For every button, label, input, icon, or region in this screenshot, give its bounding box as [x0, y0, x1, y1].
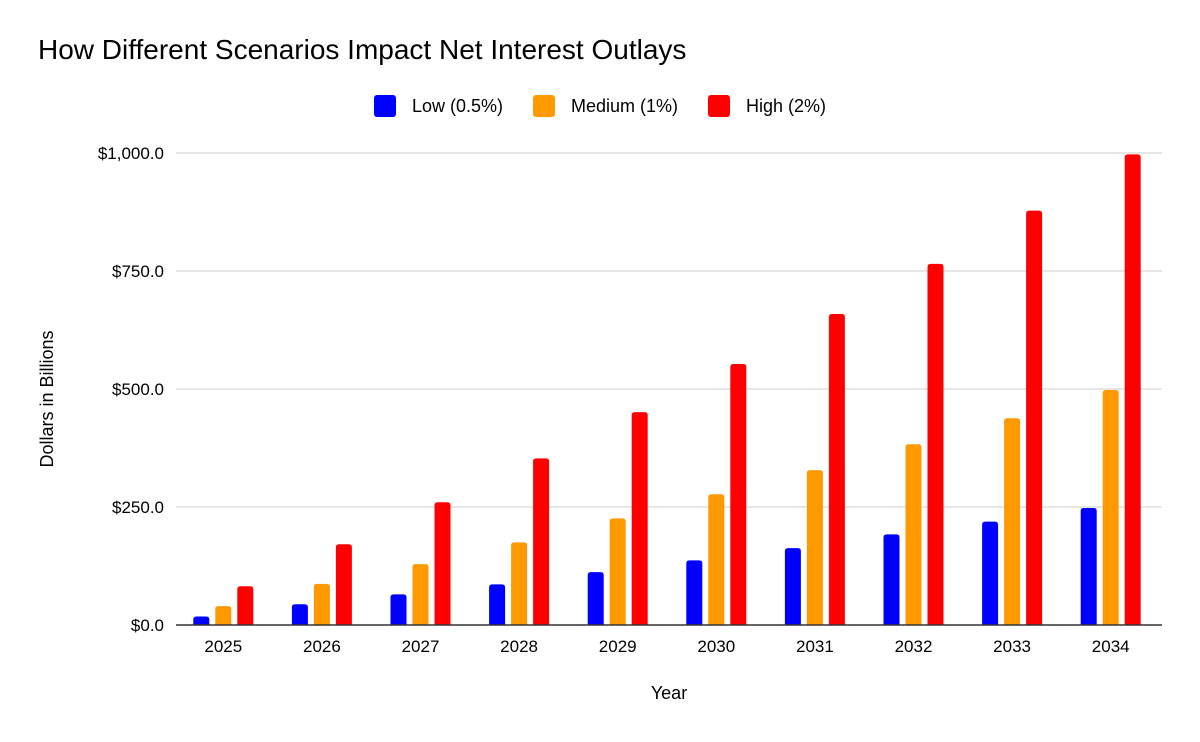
x-tick-label: 2026: [303, 637, 341, 656]
bar-low-2033[interactable]: [982, 521, 999, 625]
x-tick-label: 2032: [895, 637, 933, 656]
bar-low-2025[interactable]: [193, 616, 210, 625]
x-tick-label: 2027: [402, 637, 440, 656]
bar-high-2032[interactable]: [927, 263, 944, 625]
bar-medium-2027[interactable]: [412, 564, 429, 625]
y-tick-label: $1,000.0: [98, 144, 164, 163]
legend-label-low: Low (0.5%): [411, 95, 503, 116]
bar-high-2031[interactable]: [828, 313, 845, 625]
legend-item-high[interactable]: High (2%): [708, 95, 826, 117]
legend-item-medium[interactable]: Medium (1%): [532, 95, 679, 117]
bar-medium-2025[interactable]: [215, 606, 232, 625]
x-tick-label: 2029: [599, 637, 637, 656]
bar-high-2028[interactable]: [533, 458, 550, 625]
bar-high-2025[interactable]: [237, 586, 254, 625]
legend-swatch-high: [708, 95, 731, 117]
y-tick-label: $500.0: [112, 380, 164, 399]
bar-medium-2032[interactable]: [905, 444, 922, 625]
bar-high-2026[interactable]: [335, 544, 352, 625]
legend-label-medium: Medium (1%): [570, 95, 679, 116]
y-tick-label: $750.0: [112, 262, 164, 281]
bar-medium-2034[interactable]: [1102, 389, 1119, 625]
bar-high-2027[interactable]: [434, 502, 451, 625]
x-tick-label: 2033: [993, 637, 1031, 656]
bar-low-2030[interactable]: [686, 560, 703, 625]
bar-high-2029[interactable]: [631, 412, 648, 625]
gridlines: [176, 152, 1162, 508]
x-tick-label: 2025: [204, 637, 242, 656]
x-tick-label: 2031: [796, 637, 834, 656]
x-tick-label: 2028: [500, 637, 538, 656]
x-tick-label: 2034: [1092, 637, 1130, 656]
bars: [193, 154, 1141, 626]
legend-swatch-low: [373, 95, 396, 117]
chart-title: How Different Scenarios Impact Net Inter…: [38, 34, 687, 65]
legend-item-low[interactable]: Low (0.5%): [373, 95, 503, 117]
bar-medium-2028[interactable]: [511, 542, 528, 625]
y-tick-label: $250.0: [112, 498, 164, 517]
bar-medium-2031[interactable]: [806, 470, 823, 625]
bar-medium-2033[interactable]: [1004, 418, 1021, 625]
x-tick-label: 2030: [697, 637, 735, 656]
bar-medium-2026[interactable]: [313, 583, 330, 625]
legend-swatch-medium: [532, 95, 555, 117]
y-axis-ticks: $0.0 $250.0 $500.0 $750.0 $1,000.0: [98, 144, 164, 635]
legend-label-high: High (2%): [746, 95, 827, 116]
bar-low-2027[interactable]: [390, 594, 407, 625]
x-axis-ticks: 2025 2026 2027 2028 2029 2030 2031 2032 2033 2034: [204, 637, 1129, 656]
bar-low-2034[interactable]: [1080, 507, 1097, 625]
x-axis-title: Year: [651, 683, 687, 703]
y-axis-title: Dollars in Billions: [37, 330, 57, 467]
bar-medium-2030[interactable]: [708, 494, 725, 625]
bar-high-2033[interactable]: [1026, 210, 1043, 626]
legend: Low (0.5%) Medium (1%) High (2%): [0, 92, 1200, 120]
bar-medium-2029[interactable]: [609, 518, 626, 625]
bar-high-2030[interactable]: [730, 363, 747, 625]
bar-low-2029[interactable]: [587, 572, 604, 625]
bar-low-2026[interactable]: [291, 604, 308, 625]
y-tick-label: $0.0: [131, 616, 164, 635]
bar-high-2034[interactable]: [1124, 154, 1141, 625]
bar-low-2032[interactable]: [883, 534, 900, 625]
bar-low-2028[interactable]: [489, 584, 506, 625]
bar-low-2031[interactable]: [784, 548, 801, 625]
